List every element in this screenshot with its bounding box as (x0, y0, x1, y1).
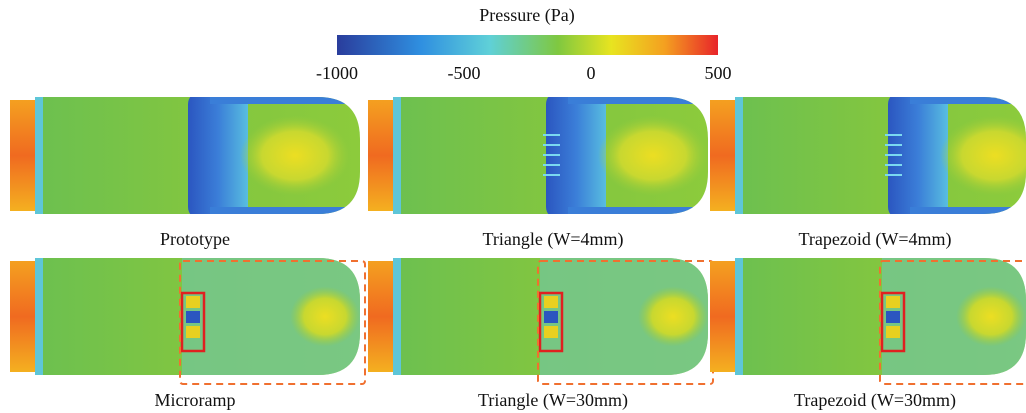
inlet (710, 100, 735, 211)
wall-strip (393, 97, 401, 214)
low-pressure (188, 92, 248, 219)
contour-panel (368, 258, 713, 384)
wall-strip (35, 97, 43, 214)
contour-panel (368, 92, 708, 219)
contour-panel (710, 258, 1026, 384)
inlet (10, 261, 35, 372)
device (544, 296, 558, 308)
panel-label: Trapezoid (W=4mm) (799, 229, 952, 250)
wall-strip (393, 258, 401, 375)
contour-panel (10, 92, 360, 219)
colorbar-title: Pressure (Pa) (479, 5, 574, 26)
device (886, 326, 900, 338)
colorbar-tick-label: 500 (705, 63, 732, 83)
colorbar-tick-label: 0 (587, 63, 596, 83)
contour-panel (710, 92, 1026, 219)
high-pressure (290, 287, 360, 347)
high-pressure (240, 116, 350, 196)
inlet (368, 100, 393, 211)
inlet (368, 261, 393, 372)
panel-label: Microramp (155, 390, 236, 410)
device (186, 311, 200, 323)
panel-label: Trapezoid (W=30mm) (794, 390, 956, 411)
colorbar-tick-label: -1000 (316, 63, 358, 83)
wall-strip (735, 258, 743, 375)
colorbar-tick-label: -500 (448, 63, 481, 83)
device (186, 326, 200, 338)
high-pressure (638, 287, 708, 347)
device (886, 311, 900, 323)
device (186, 296, 200, 308)
panel-label: Triangle (W=4mm) (483, 229, 624, 250)
figure: Pressure (Pa) -1000 -500 0 500 Prototype Tri… (0, 0, 1026, 413)
device (886, 296, 900, 308)
contour-panel (10, 258, 365, 384)
inlet (10, 100, 35, 211)
high-pressure (598, 116, 708, 196)
colorbar (337, 35, 718, 55)
wall-strip (35, 258, 43, 375)
high-pressure (956, 287, 1026, 347)
inlet (710, 261, 735, 372)
panel-label: Triangle (W=30mm) (478, 390, 628, 411)
wall-strip (735, 97, 743, 214)
device (544, 326, 558, 338)
device (544, 311, 558, 323)
panel-label: Prototype (160, 229, 230, 249)
